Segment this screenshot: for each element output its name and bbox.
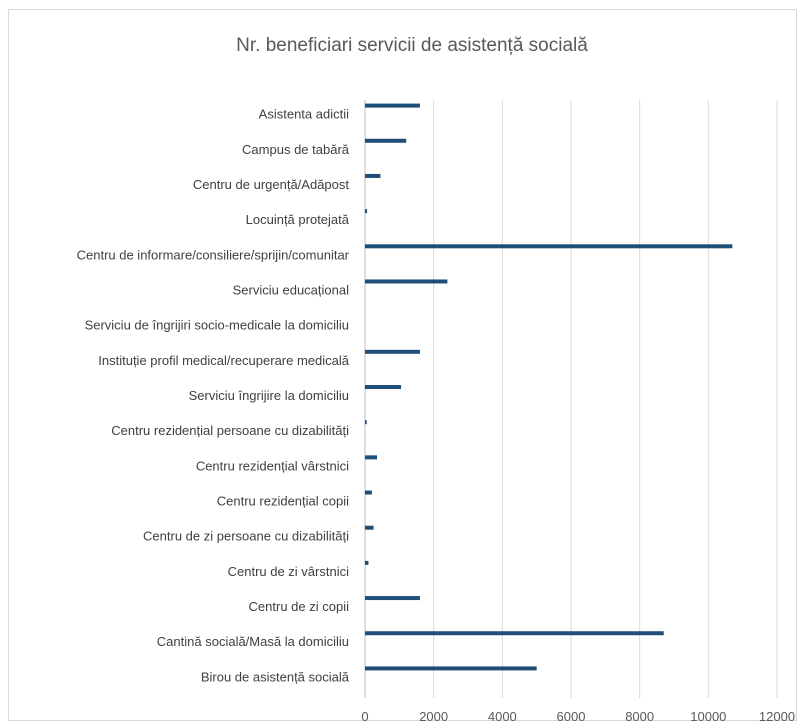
category-label: Centru de zi persoane cu dizabilități xyxy=(143,529,349,544)
bar xyxy=(365,173,381,178)
bar xyxy=(365,455,378,460)
category-label: Cantină socială/Masă la domiciliu xyxy=(157,634,349,649)
category-label: Birou de asistență socială xyxy=(201,669,350,684)
category-label: Serviciu îngrijire la domiciliu xyxy=(189,388,349,403)
bar xyxy=(365,596,420,601)
x-tick-label: 6000 xyxy=(557,709,586,724)
category-label: Campus de tabără xyxy=(242,142,350,157)
gridlines xyxy=(364,100,778,698)
category-label: Serviciu educațional xyxy=(233,282,349,297)
category-label: Centru de urgență/Adăpost xyxy=(193,177,349,192)
x-tick-label: 4000 xyxy=(488,709,517,724)
category-label: Instituție profil medical/recuperare med… xyxy=(98,353,349,368)
bar xyxy=(365,349,420,354)
bar xyxy=(365,420,367,425)
bar xyxy=(365,560,369,565)
bar xyxy=(365,666,537,671)
bar xyxy=(365,138,407,143)
chart-frame xyxy=(8,9,797,721)
category-label: Centru de zi copii xyxy=(249,599,350,614)
bar xyxy=(365,385,402,389)
x-tick-label: 2000 xyxy=(419,709,448,724)
bar xyxy=(365,244,733,249)
x-tick-label: 0 xyxy=(361,709,368,724)
category-label: Centru de zi vârstnici xyxy=(228,564,349,579)
category-label: Centru de informare/consiliere/sprijin/c… xyxy=(77,247,350,262)
category-label: Locuință protejată xyxy=(246,212,350,227)
bars xyxy=(365,103,733,671)
x-tick-label: 10000 xyxy=(690,709,726,724)
bar xyxy=(365,279,448,284)
category-labels: Asistenta adictii Campus de tabără Centru … xyxy=(77,107,350,685)
category-label: Asistenta adictii xyxy=(259,107,349,122)
bar xyxy=(365,525,374,530)
category-label: Serviciu de îngrijiri socio-medicale la … xyxy=(85,318,349,333)
bar xyxy=(365,209,368,214)
x-tick-label: 8000 xyxy=(625,709,654,724)
bar xyxy=(365,103,420,108)
category-label: Centru rezidențial persoane cu dizabilit… xyxy=(111,423,349,438)
bar xyxy=(365,490,372,495)
chart-title: Nr. beneficiari servicii de asistență so… xyxy=(236,35,588,56)
x-tick-labels: 0 2000 4000 6000 8000 10000 12000 xyxy=(361,709,795,724)
bar xyxy=(365,631,664,636)
category-label: Centru rezidențial vârstnici xyxy=(196,458,349,473)
category-label: Centru rezidențial copii xyxy=(217,494,349,509)
x-tick-label: 12000 xyxy=(759,709,795,724)
